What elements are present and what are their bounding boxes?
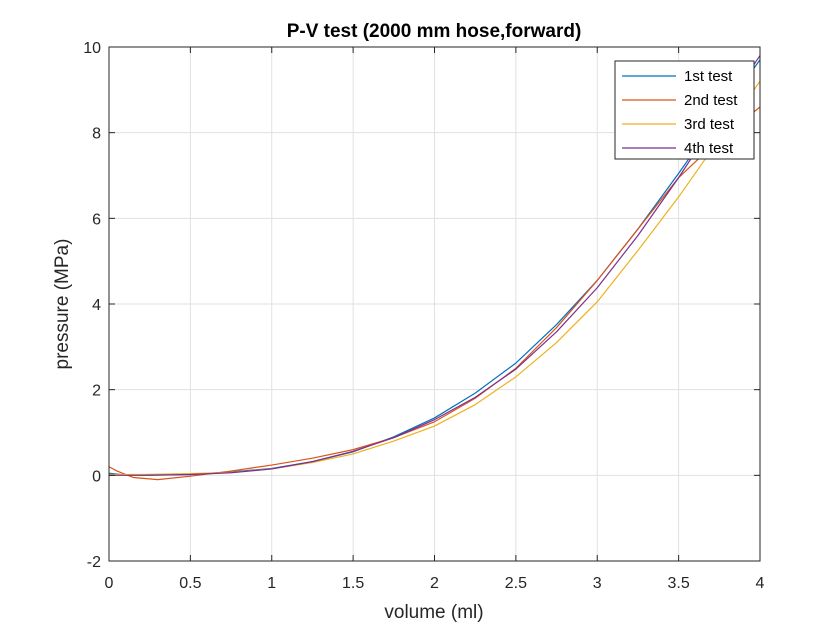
x-tick-label: 1.5 xyxy=(342,575,364,592)
x-axis-label: volume (ml) xyxy=(384,602,483,623)
legend-box xyxy=(614,60,755,160)
x-tick-label: 3 xyxy=(593,575,602,592)
y-axis-ticks: -2 0 2 4 6 8 10 xyxy=(83,40,760,571)
x-tick-label: 1 xyxy=(267,575,276,592)
series-line-4 xyxy=(108,54,761,476)
x-axis-ticks: 0 0.5 1 1.5 2 2.5 3 3.5 4 xyxy=(105,47,765,592)
x-tick-label: 2.5 xyxy=(505,575,527,592)
x-tick-label: 2 xyxy=(430,575,439,592)
legend-label-3: 3rd test xyxy=(684,116,735,133)
series-layer xyxy=(108,54,761,481)
y-tick-label: 0 xyxy=(92,468,101,485)
y-tick-label: 4 xyxy=(92,297,101,314)
y-tick-label: 10 xyxy=(83,40,101,57)
y-tick-label: -2 xyxy=(87,554,101,571)
y-tick-label: 6 xyxy=(92,211,101,228)
legend-label-2: 2nd test xyxy=(684,92,738,109)
legend-label-1: 1st test xyxy=(684,68,733,85)
y-axis-label: pressure (MPa) xyxy=(52,239,73,370)
legend-label-4: 4th test xyxy=(684,140,734,157)
legend: 1st test 2nd test 3rd test 4th test xyxy=(614,60,755,160)
y-tick-label: 2 xyxy=(92,383,101,400)
x-tick-label: 3.5 xyxy=(668,575,690,592)
chart-title: P-V test (2000 mm hose,forward) xyxy=(287,21,582,42)
x-tick-label: 0.5 xyxy=(179,575,201,592)
y-tick-label: 8 xyxy=(92,126,101,143)
x-tick-label: 4 xyxy=(756,575,765,592)
x-tick-label: 0 xyxy=(105,575,114,592)
